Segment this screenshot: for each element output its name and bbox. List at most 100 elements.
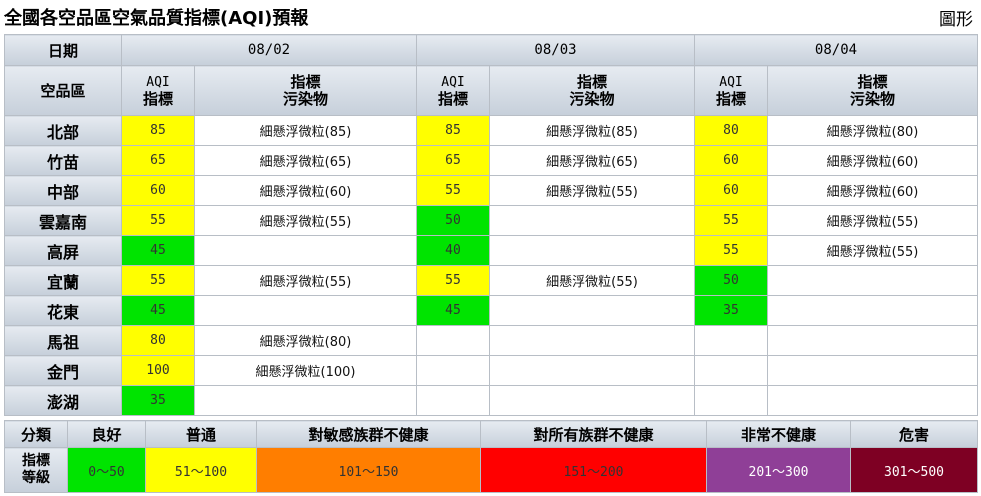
aqi-value-cell: 40 <box>416 235 490 266</box>
region-row: 澎湖 35 <box>4 385 978 416</box>
aqi-value-cell: 55 <box>416 265 490 296</box>
legend-category-row: 分類 良好 普通 對敏感族群不健康 對所有族群不健康 非常不健康 危害 <box>4 420 978 448</box>
pollutant-header-day2: 指標 污染物 <box>489 65 695 116</box>
pollutant-cell: 細懸浮微粒(55) <box>194 265 417 296</box>
pollutant-cell: 細懸浮微粒(65) <box>489 145 695 176</box>
empty-aqi-cell <box>416 385 490 416</box>
aqi-value-cell: 65 <box>416 145 490 176</box>
aqi-header-line2: 指標 <box>715 89 746 108</box>
region-row: 馬祖 80 細懸浮微粒(80) <box>4 325 978 356</box>
region-name: 宜蘭 <box>4 265 122 296</box>
graph-view-link[interactable]: 圖形 <box>939 10 973 30</box>
legend-level-range: 151～200 <box>480 447 707 493</box>
aqi-value-cell: 60 <box>694 145 768 176</box>
aqi-value-cell: 45 <box>121 235 195 266</box>
region-row: 北部 85 細懸浮微粒(85) 85 細懸浮微粒(85) 80 細懸浮微粒(80) <box>4 115 978 146</box>
region-row: 中部 60 細懸浮微粒(60) 55 細懸浮微粒(55) 60 細懸浮微粒(60) <box>4 175 978 206</box>
region-row: 雲嘉南 55 細懸浮微粒(55) 50 55 細懸浮微粒(55) <box>4 205 978 236</box>
region-name: 中部 <box>4 175 122 206</box>
date-header: 日期 <box>4 34 122 66</box>
aqi-value-cell: 55 <box>694 205 768 236</box>
aqi-header-line1: AQI <box>441 74 465 90</box>
aqi-value-cell: 45 <box>121 295 195 326</box>
aqi-value-cell: 80 <box>121 325 195 356</box>
legend-level-name: 對敏感族群不健康 <box>256 420 481 448</box>
empty-pollutant-cell <box>767 325 978 356</box>
date-header-day1: 08/02 <box>121 34 417 66</box>
aqi-value-cell: 60 <box>694 175 768 206</box>
pollutant-cell <box>489 235 695 266</box>
empty-pollutant-cell <box>489 385 695 416</box>
legend-level-header-line2: 等級 <box>22 470 50 486</box>
legend-category-header: 分類 <box>4 420 68 448</box>
empty-aqi-cell <box>694 385 768 416</box>
legend-level-name: 非常不健康 <box>706 420 851 448</box>
pollutant-cell <box>489 295 695 326</box>
empty-pollutant-cell <box>489 325 695 356</box>
pollutant-cell: 細懸浮微粒(55) <box>489 265 695 296</box>
region-row: 花東 45 45 35 <box>4 295 978 326</box>
pollutant-cell: 細懸浮微粒(85) <box>489 115 695 146</box>
legend-level-header-line1: 指標 <box>22 453 50 469</box>
region-name: 馬祖 <box>4 325 122 356</box>
aqi-value-cell: 35 <box>121 385 195 416</box>
pollutant-cell <box>194 385 417 416</box>
empty-aqi-cell <box>416 325 490 356</box>
region-row: 高屏 45 40 55 細懸浮微粒(55) <box>4 235 978 266</box>
aqi-forecast-table: 日期 08/02 08/03 08/04 空品區 AQI 指標 指標 污染物 AQI 指標… <box>4 34 978 416</box>
legend-level-name: 對所有族群不健康 <box>480 420 707 448</box>
empty-pollutant-cell <box>767 355 978 386</box>
aqi-header-line2: 指標 <box>437 89 468 108</box>
aqi-value-cell: 55 <box>416 175 490 206</box>
aqi-value-cell: 35 <box>694 295 768 326</box>
legend-range-row: 指標 等級 0～50 51～100 101～150 151～200 201～300 301… <box>4 447 978 493</box>
legend-level-name: 危害 <box>850 420 978 448</box>
aqi-header-day1: AQI 指標 <box>121 65 195 116</box>
empty-pollutant-cell <box>489 355 695 386</box>
legend-level-range: 101～150 <box>256 447 481 493</box>
pollutant-cell: 細懸浮微粒(65) <box>194 145 417 176</box>
sub-header-row: 空品區 AQI 指標 指標 污染物 AQI 指標 指標 污染物 AQI 指標 指標 污染物 <box>4 65 978 116</box>
pollutant-cell <box>194 235 417 266</box>
pollutant-header-day1: 指標 污染物 <box>194 65 417 116</box>
region-row: 宜蘭 55 細懸浮微粒(55) 55 細懸浮微粒(55) 50 <box>4 265 978 296</box>
region-name: 北部 <box>4 115 122 146</box>
region-name: 澎湖 <box>4 385 122 416</box>
empty-aqi-cell <box>694 355 768 386</box>
aqi-value-cell: 80 <box>694 115 768 146</box>
pollutant-cell: 細懸浮微粒(80) <box>194 325 417 356</box>
aqi-header-line2: 指標 <box>142 89 173 108</box>
legend-level-range: 301～500 <box>850 447 978 493</box>
pollutant-cell: 細懸浮微粒(55) <box>194 205 417 236</box>
legend-level-range: 201～300 <box>706 447 851 493</box>
legend-level-name: 良好 <box>67 420 146 448</box>
aqi-header-day2: AQI 指標 <box>416 65 490 116</box>
pollutant-header-day3: 指標 污染物 <box>767 65 978 116</box>
pollutant-cell: 細懸浮微粒(60) <box>194 175 417 206</box>
pollutant-header-line1: 指標 <box>857 72 888 91</box>
legend-level-range: 0～50 <box>67 447 146 493</box>
page-title: 全國各空品區空氣品質指標(AQI)預報 <box>4 8 309 29</box>
legend-level-header: 指標 等級 <box>4 447 68 493</box>
pollutant-cell <box>489 205 695 236</box>
legend-level-name: 普通 <box>145 420 257 448</box>
aqi-value-cell: 50 <box>416 205 490 236</box>
aqi-value-cell: 45 <box>416 295 490 326</box>
aqi-header-day3: AQI 指標 <box>694 65 768 116</box>
aqi-header-line1: AQI <box>146 74 170 90</box>
pollutant-header-line1: 指標 <box>290 72 321 91</box>
pollutant-cell: 細懸浮微粒(55) <box>489 175 695 206</box>
aqi-value-cell: 55 <box>121 265 195 296</box>
aqi-value-cell: 55 <box>121 205 195 236</box>
aqi-value-cell: 50 <box>694 265 768 296</box>
pollutant-cell: 細懸浮微粒(80) <box>767 115 978 146</box>
aqi-header-line1: AQI <box>719 74 743 90</box>
region-name: 花東 <box>4 295 122 326</box>
empty-aqi-cell <box>694 325 768 356</box>
pollutant-cell: 細懸浮微粒(85) <box>194 115 417 146</box>
empty-pollutant-cell <box>767 385 978 416</box>
pollutant-cell: 細懸浮微粒(55) <box>767 205 978 236</box>
region-row: 竹苗 65 細懸浮微粒(65) 65 細懸浮微粒(65) 60 細懸浮微粒(60) <box>4 145 978 176</box>
pollutant-cell: 細懸浮微粒(100) <box>194 355 417 386</box>
pollutant-cell <box>767 265 978 296</box>
